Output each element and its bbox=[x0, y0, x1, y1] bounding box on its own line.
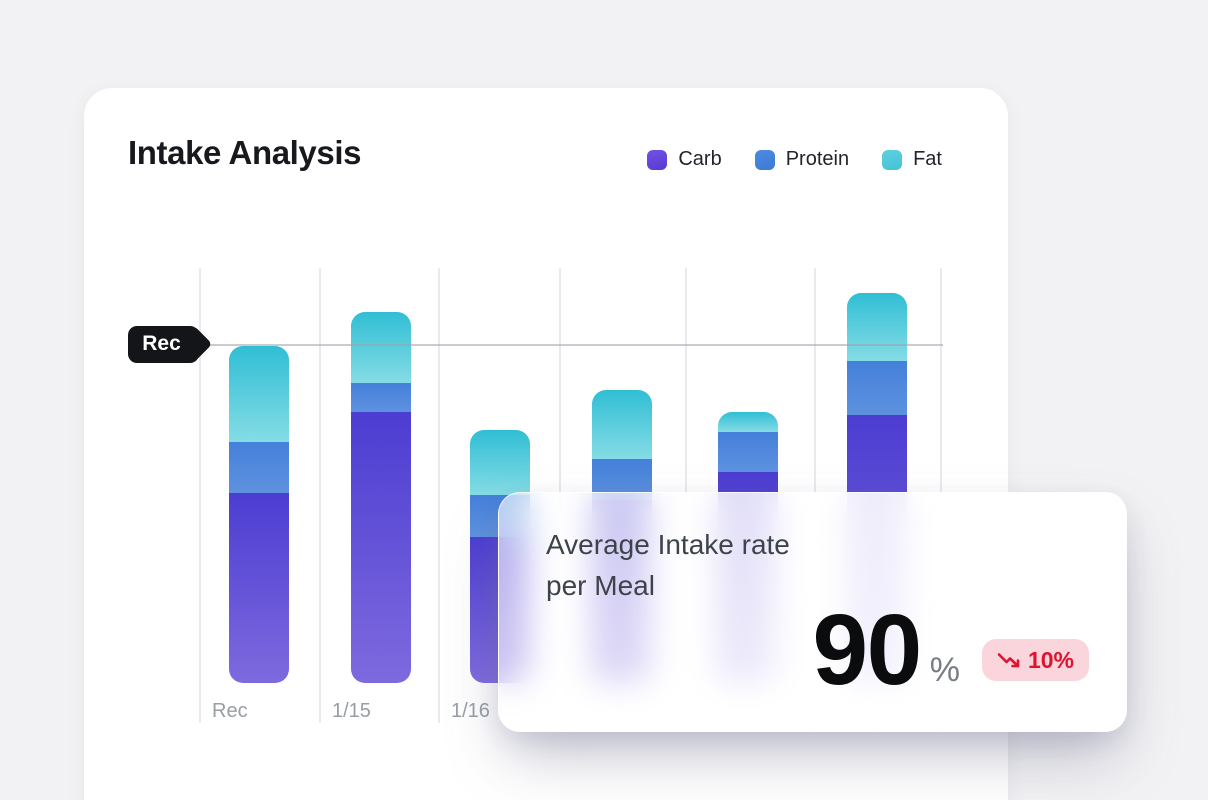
bar-1/15[interactable] bbox=[351, 311, 411, 683]
segment-protein bbox=[351, 382, 411, 412]
x-axis-label: Rec bbox=[212, 700, 248, 722]
page-title: Intake Analysis bbox=[128, 134, 362, 171]
gridline bbox=[319, 268, 321, 723]
metric-row: 90 % 10% bbox=[812, 594, 1089, 706]
x-axis-label: 1/15 bbox=[332, 700, 371, 722]
trending-down-icon bbox=[997, 652, 1020, 667]
legend: Carb Protein Fat bbox=[647, 148, 942, 171]
segment-carb bbox=[351, 411, 411, 683]
rec-line bbox=[191, 344, 943, 346]
overlay-heading-line2: per Meal bbox=[546, 570, 655, 601]
metric-value: 90 bbox=[812, 594, 922, 706]
delta-value: 10% bbox=[1027, 646, 1074, 673]
metric-unit: % bbox=[929, 651, 960, 689]
segment-fat bbox=[718, 411, 778, 432]
segment-protein bbox=[847, 360, 907, 416]
bar-Rec[interactable] bbox=[229, 345, 289, 683]
legend-item-fat[interactable]: Fat bbox=[882, 148, 942, 171]
x-axis-label: 1/16 bbox=[451, 700, 490, 722]
legend-label: Carb bbox=[678, 148, 722, 170]
average-intake-card: Average Intake rate per Meal 90 % 10% bbox=[498, 492, 1127, 732]
legend-label: Protein bbox=[785, 148, 850, 170]
segment-carb bbox=[229, 493, 289, 683]
overlay-heading: Average Intake rate per Meal bbox=[546, 524, 790, 606]
legend-label: Fat bbox=[913, 148, 942, 170]
segment-fat bbox=[351, 311, 411, 383]
segment-fat bbox=[591, 389, 652, 460]
gridline bbox=[199, 268, 201, 723]
delta-badge: 10% bbox=[981, 639, 1089, 681]
segment-fat bbox=[847, 293, 907, 361]
protein-swatch-icon bbox=[754, 149, 775, 170]
gridline bbox=[438, 268, 440, 723]
legend-item-protein[interactable]: Protein bbox=[754, 148, 850, 171]
legend-item-carb[interactable]: Carb bbox=[647, 148, 722, 171]
segment-protein bbox=[718, 431, 778, 472]
overlay-heading-line1: Average Intake rate bbox=[546, 529, 790, 560]
fat-swatch-icon bbox=[882, 149, 903, 170]
segment-fat bbox=[470, 430, 530, 495]
segment-fat bbox=[229, 345, 289, 443]
rec-tag-label: Rec bbox=[142, 332, 181, 355]
segment-protein bbox=[229, 442, 289, 494]
carb-swatch-icon bbox=[647, 149, 668, 170]
rec-tag: Rec bbox=[128, 325, 199, 363]
